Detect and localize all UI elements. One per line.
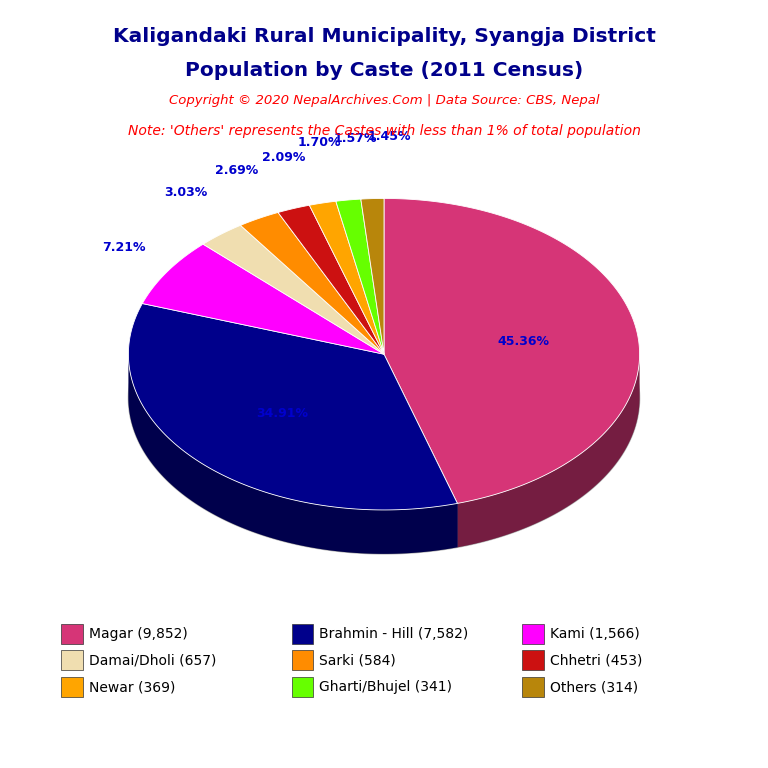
Polygon shape	[128, 303, 458, 510]
Polygon shape	[203, 225, 384, 354]
Text: Note: 'Others' represents the Castes with less than 1% of total population: Note: 'Others' represents the Castes wit…	[127, 124, 641, 138]
Text: Brahmin - Hill (7,582): Brahmin - Hill (7,582)	[319, 627, 468, 641]
Polygon shape	[361, 198, 384, 354]
Text: 1.70%: 1.70%	[298, 136, 342, 149]
Text: Magar (9,852): Magar (9,852)	[89, 627, 188, 641]
Polygon shape	[240, 213, 384, 354]
Text: Population by Caste (2011 Census): Population by Caste (2011 Census)	[185, 61, 583, 81]
Text: 34.91%: 34.91%	[257, 407, 309, 420]
Polygon shape	[384, 354, 458, 548]
Polygon shape	[458, 356, 640, 548]
Polygon shape	[384, 198, 640, 503]
Polygon shape	[128, 354, 458, 554]
Polygon shape	[278, 205, 384, 354]
Text: Chhetri (453): Chhetri (453)	[550, 654, 642, 667]
Text: Sarki (584): Sarki (584)	[319, 654, 396, 667]
Text: Copyright © 2020 NepalArchives.Com | Data Source: CBS, Nepal: Copyright © 2020 NepalArchives.Com | Dat…	[169, 94, 599, 108]
Polygon shape	[310, 201, 384, 354]
Text: 3.03%: 3.03%	[164, 186, 207, 199]
Text: Gharti/Bhujel (341): Gharti/Bhujel (341)	[319, 680, 452, 694]
Text: 2.09%: 2.09%	[262, 151, 305, 164]
Text: Damai/Dholi (657): Damai/Dholi (657)	[89, 654, 217, 667]
Text: Kami (1,566): Kami (1,566)	[550, 627, 640, 641]
Text: 45.36%: 45.36%	[497, 336, 549, 348]
Text: Others (314): Others (314)	[550, 680, 638, 694]
Polygon shape	[142, 244, 384, 354]
Polygon shape	[384, 354, 458, 548]
Text: Kaligandaki Rural Municipality, Syangja District: Kaligandaki Rural Municipality, Syangja …	[113, 27, 655, 46]
Text: 2.69%: 2.69%	[215, 164, 258, 177]
Polygon shape	[336, 199, 384, 354]
Text: 1.45%: 1.45%	[368, 130, 411, 143]
Polygon shape	[128, 243, 640, 554]
Text: 7.21%: 7.21%	[102, 240, 146, 253]
Text: Newar (369): Newar (369)	[89, 680, 175, 694]
Text: 1.57%: 1.57%	[334, 132, 378, 145]
